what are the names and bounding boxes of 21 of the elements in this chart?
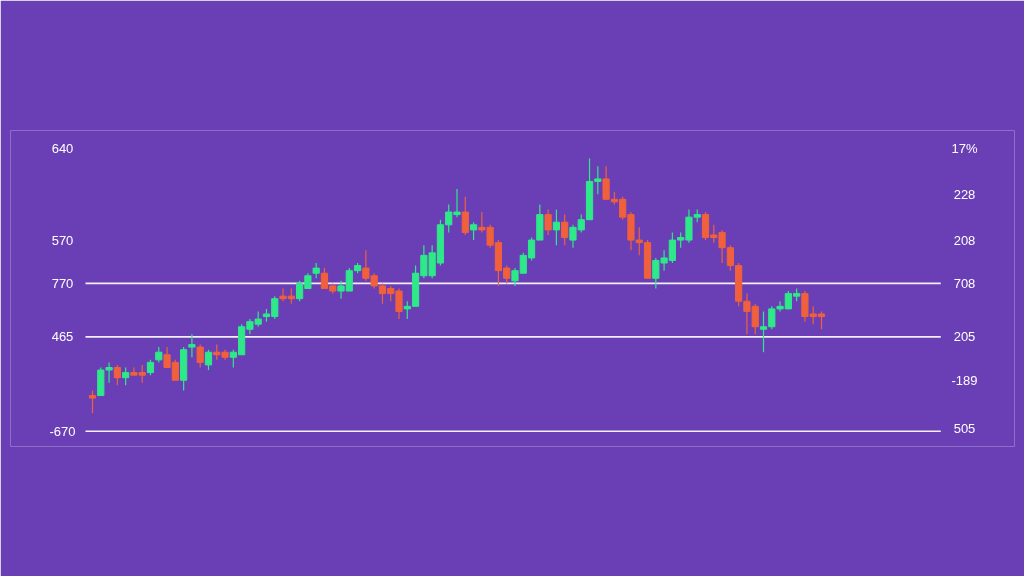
candlestick <box>204 349 213 371</box>
text: 640 <box>51 140 74 156</box>
text: -189 <box>951 372 978 388</box>
candlestick <box>561 214 569 246</box>
text: 708 <box>953 275 976 291</box>
candlestick <box>544 208 552 236</box>
text: 208 <box>953 232 976 248</box>
candlestick <box>113 364 121 386</box>
text: 770 <box>51 275 74 291</box>
candlestick <box>88 389 97 414</box>
text: -670 <box>49 423 76 439</box>
text: 570 <box>51 232 74 248</box>
candlestick <box>196 343 204 369</box>
text: 465 <box>51 329 74 345</box>
text: 505 <box>953 421 976 437</box>
candlestick <box>552 208 561 246</box>
text: 17% <box>951 140 978 156</box>
candlestick <box>461 196 469 236</box>
text: 228 <box>953 186 976 202</box>
text: 205 <box>953 329 976 345</box>
candlestick <box>188 333 196 358</box>
